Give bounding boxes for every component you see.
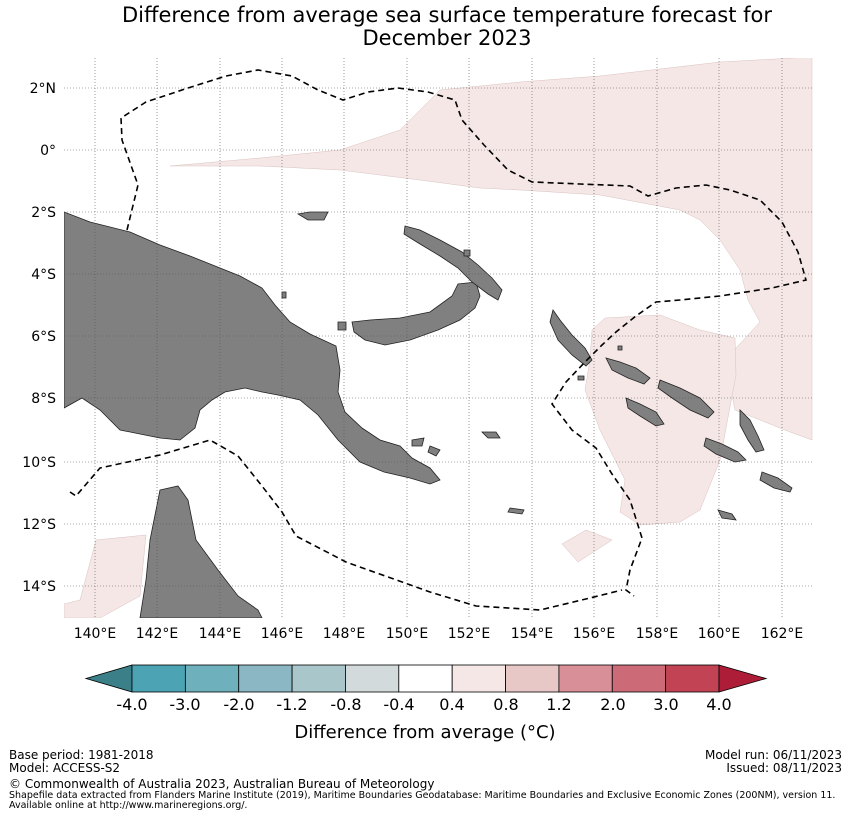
colorbar-segment: [451, 664, 506, 693]
solomons-1: [605, 357, 651, 385]
colorbar-tick: 2.0: [600, 695, 625, 714]
colorbar-segment: [131, 664, 186, 693]
colorbar-tick: -1.2: [276, 695, 307, 714]
colorbar-segment: [505, 664, 560, 693]
gridlines: [64, 58, 813, 618]
colorbar-segment: [665, 664, 720, 693]
colorbar-segment: [184, 664, 240, 693]
chart-title: Difference from average sea surface temp…: [0, 4, 850, 50]
dentrecasteaux: [411, 437, 441, 457]
solomons-4: [703, 437, 747, 463]
lon-label: 144°E: [199, 626, 242, 642]
lon-label: 148°E: [323, 626, 366, 642]
lat-label: 2°N: [30, 81, 56, 97]
lat-label: 4°S: [31, 267, 56, 283]
model-run: Model run: 06/11/2023: [704, 748, 842, 762]
bougainville: [549, 309, 593, 367]
lon-label: 160°E: [698, 626, 741, 642]
lon-label: 156°E: [573, 626, 616, 642]
colorbar-tick: 0.8: [493, 695, 518, 714]
lat-label: 2°S: [31, 205, 56, 221]
colorbar: -4.0 -3.0 -2.0 -1.2 -0.8 -0.4 0.4 0.8 1.…: [84, 664, 768, 714]
colorbar-tick: -2.0: [223, 695, 254, 714]
colorbar-tick: 3.0: [653, 695, 678, 714]
lon-label: 162°E: [761, 626, 804, 642]
base-period: Base period: 1981-2018: [9, 748, 154, 762]
colorbar-tick: 1.2: [546, 695, 571, 714]
title-line-2: December 2023: [362, 26, 532, 50]
lon-label: 154°E: [511, 626, 554, 642]
lat-label: 12°S: [22, 517, 56, 533]
lat-label: 8°S: [31, 391, 56, 407]
cape-york: [139, 485, 263, 618]
land-masses: [64, 211, 793, 618]
solomons-5: [739, 409, 765, 453]
colorbar-segments: [84, 664, 768, 693]
lat-label: 6°S: [31, 329, 56, 345]
colorbar-tick: -3.0: [169, 695, 200, 714]
manus: [296, 211, 329, 221]
colorbar-segment: [345, 664, 400, 693]
lon-label: 146°E: [261, 626, 304, 642]
colorbar-segment: [398, 664, 453, 693]
copyright: © Commonwealth of Australia 2023, Austra…: [9, 777, 435, 791]
colorbar-tick: -0.8: [330, 695, 361, 714]
lon-label: 158°E: [636, 626, 679, 642]
solomons-3: [625, 397, 665, 427]
eez-boundary: [69, 69, 807, 611]
sst-anomaly-map: 2°N 0° 2°S 4°S 6°S 8°S 10°S 12°S 14°S 14…: [22, 58, 813, 642]
small-islands: [281, 249, 623, 381]
colorbar-segment: [291, 664, 346, 693]
lat-label: 0°: [40, 143, 56, 159]
shapefile-credit: Shapefile data extracted from Flanders M…: [9, 790, 836, 801]
lat-label: 10°S: [22, 455, 56, 471]
solomons-2: [657, 379, 715, 419]
colorbar-extend-high: [718, 664, 768, 693]
issued-date: Issued: 08/11/2023: [726, 761, 842, 775]
colorbar-tick: -4.0: [116, 695, 147, 714]
model-name: Model: ACCESS-S2: [9, 761, 121, 775]
new-ireland: [403, 225, 503, 301]
new-guinea: [64, 211, 441, 485]
colorbar-extend-low: [84, 664, 133, 693]
lon-label: 140°E: [74, 626, 117, 642]
colorbar-tick: 4.0: [706, 695, 731, 714]
colorbar-segment: [558, 664, 613, 693]
colorbar-segment: [238, 664, 293, 693]
lon-label: 152°E: [448, 626, 491, 642]
colorbar-tick: 0.4: [439, 695, 464, 714]
colorbar-tick: -0.4: [383, 695, 414, 714]
shapefile-url: Available online at http://www.marinereg…: [9, 800, 248, 811]
solomons-6: [759, 471, 793, 493]
lon-label: 150°E: [386, 626, 429, 642]
lon-label: 142°E: [136, 626, 179, 642]
louisiades: [481, 431, 737, 521]
colorbar-label: Difference from average (°C): [294, 722, 556, 743]
title-line-1: Difference from average sea surface temp…: [122, 3, 772, 27]
colorbar-segment: [611, 664, 667, 693]
lat-label: 14°S: [22, 579, 56, 595]
new-britain: [351, 281, 481, 346]
